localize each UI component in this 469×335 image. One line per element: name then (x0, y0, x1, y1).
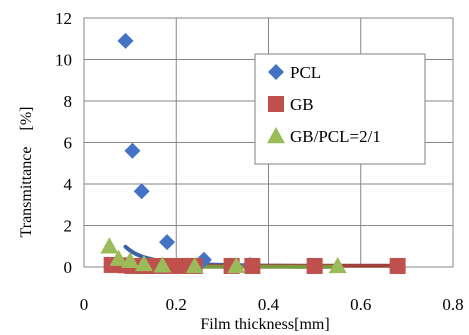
data-point-pcl (124, 142, 141, 159)
x-axis-title: Film thickness[mm] (200, 316, 329, 333)
data-point-gb (389, 257, 406, 274)
data-point-gb-pcl-2-1 (153, 256, 172, 273)
data-points (100, 32, 406, 274)
y-axis-title: Transmittance [%] (18, 107, 35, 238)
x-tick-label: 0.6 (350, 295, 371, 314)
legend-label-gb: GB (290, 95, 314, 114)
data-point-gb-pcl-2-1 (185, 256, 204, 274)
data-point-gb (244, 257, 261, 274)
legend-label-gb-pcl-2-1: GB/PCL=2/1 (290, 127, 381, 146)
x-tick-label: 0.4 (258, 295, 280, 314)
x-tick-label: 0 (80, 295, 89, 314)
data-point-pcl (133, 183, 150, 200)
legend-marker-gb (268, 96, 284, 112)
y-tick-label: 6 (64, 134, 73, 153)
y-tick-label: 0 (64, 258, 73, 277)
data-point-gb-pcl-2-1 (121, 251, 140, 268)
data-point-gb (306, 257, 323, 274)
data-point-gb-pcl-2-1 (100, 237, 119, 254)
y-tick-label: 4 (64, 175, 73, 194)
data-point-pcl (159, 234, 176, 251)
x-tick-labels: 0 0.2 0.4 0.6 0.8 (80, 295, 464, 314)
x-tick-label: 0.2 (166, 295, 187, 314)
data-point-gb-pcl-2-1 (109, 249, 128, 266)
data-point-gb-pcl-2-1 (227, 256, 246, 274)
legend-marker-gb-pcl-2-1 (267, 127, 285, 144)
y-tick-label: 2 (64, 217, 73, 236)
x-tick-label: 0.8 (442, 295, 463, 314)
data-point-pcl (117, 32, 134, 49)
y-tick-labels: 0 2 4 6 8 10 12 (55, 9, 73, 277)
data-point-gb-pcl-2-1 (134, 254, 153, 272)
legend: PCL GB GB/PCL=2/1 (254, 53, 426, 165)
y-tick-label: 10 (55, 51, 72, 70)
data-point-gb (172, 257, 189, 274)
data-point-gb-pcl-2-1 (328, 256, 347, 274)
y-tick-label: 8 (64, 92, 73, 111)
legend-label-pcl: PCL (290, 63, 321, 82)
legend-marker-pcl (268, 64, 284, 80)
y-tick-label: 12 (55, 9, 72, 28)
